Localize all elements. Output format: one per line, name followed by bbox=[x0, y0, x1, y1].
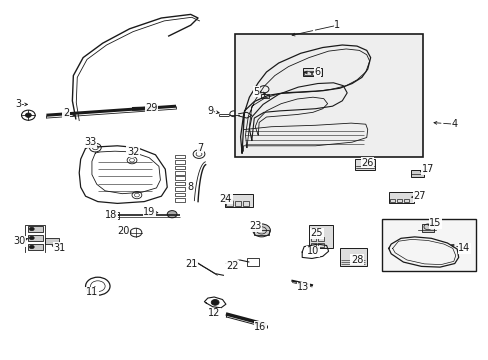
Bar bbox=[175, 187, 184, 191]
Text: 20: 20 bbox=[117, 226, 129, 236]
Bar bbox=[403, 199, 408, 202]
Text: 3: 3 bbox=[16, 99, 21, 109]
Text: 26: 26 bbox=[361, 158, 373, 168]
Bar bbox=[175, 193, 184, 196]
Bar bbox=[175, 171, 184, 175]
Bar bbox=[310, 237, 316, 241]
Bar bbox=[382, 219, 475, 271]
Bar bbox=[254, 230, 268, 235]
Text: 6: 6 bbox=[314, 67, 320, 77]
Bar bbox=[175, 182, 184, 185]
Bar bbox=[308, 225, 332, 248]
Circle shape bbox=[29, 236, 34, 240]
Circle shape bbox=[167, 211, 177, 218]
Text: 4: 4 bbox=[451, 119, 457, 129]
Circle shape bbox=[211, 300, 219, 305]
Text: 10: 10 bbox=[306, 246, 319, 256]
Bar bbox=[260, 94, 269, 98]
Bar bbox=[224, 194, 253, 207]
Bar bbox=[45, 238, 59, 244]
Text: 23: 23 bbox=[248, 221, 261, 231]
Text: 5: 5 bbox=[253, 87, 259, 97]
Bar bbox=[111, 212, 119, 219]
Bar bbox=[28, 244, 43, 250]
Bar bbox=[234, 34, 422, 157]
Text: 29: 29 bbox=[145, 103, 158, 113]
Text: 32: 32 bbox=[126, 147, 139, 157]
Bar bbox=[396, 199, 401, 202]
Bar bbox=[354, 159, 374, 170]
Text: 2: 2 bbox=[63, 108, 69, 118]
Bar bbox=[226, 201, 232, 206]
Text: 17: 17 bbox=[421, 164, 433, 174]
Text: 21: 21 bbox=[185, 258, 198, 269]
Bar bbox=[388, 192, 413, 203]
Text: 19: 19 bbox=[142, 207, 155, 217]
Text: 25: 25 bbox=[310, 228, 323, 238]
Bar bbox=[303, 68, 321, 76]
Text: 28: 28 bbox=[350, 255, 363, 265]
Text: 16: 16 bbox=[253, 322, 266, 332]
Bar bbox=[175, 155, 184, 158]
Bar bbox=[311, 71, 318, 75]
Bar bbox=[317, 237, 323, 241]
Circle shape bbox=[252, 224, 270, 237]
Text: 1: 1 bbox=[334, 20, 340, 30]
Bar bbox=[234, 201, 241, 206]
Bar bbox=[175, 166, 184, 169]
Bar bbox=[410, 170, 424, 177]
Text: 33: 33 bbox=[84, 137, 97, 147]
Text: 22: 22 bbox=[225, 261, 238, 271]
Circle shape bbox=[29, 227, 34, 231]
Text: 9: 9 bbox=[207, 106, 213, 116]
Bar bbox=[243, 201, 249, 206]
Text: 18: 18 bbox=[105, 210, 118, 220]
Text: 15: 15 bbox=[428, 218, 441, 228]
Circle shape bbox=[25, 113, 31, 117]
Bar bbox=[246, 258, 259, 266]
Bar bbox=[310, 243, 316, 247]
Bar bbox=[339, 248, 366, 266]
Text: 14: 14 bbox=[457, 243, 470, 253]
Bar bbox=[304, 71, 310, 75]
Bar bbox=[421, 224, 433, 232]
Text: 27: 27 bbox=[412, 191, 425, 201]
Text: 7: 7 bbox=[197, 143, 203, 153]
Bar bbox=[317, 243, 323, 247]
Bar bbox=[175, 160, 184, 164]
Text: 8: 8 bbox=[187, 182, 193, 192]
Bar bbox=[389, 199, 394, 202]
Text: 30: 30 bbox=[13, 236, 26, 246]
Text: 13: 13 bbox=[296, 282, 309, 292]
Text: 31: 31 bbox=[53, 243, 66, 253]
Circle shape bbox=[29, 245, 34, 249]
Text: 12: 12 bbox=[207, 308, 220, 318]
Text: 24: 24 bbox=[219, 194, 232, 204]
Text: 11: 11 bbox=[85, 287, 98, 297]
Bar bbox=[175, 176, 184, 180]
Bar bbox=[28, 226, 43, 232]
Bar bbox=[28, 235, 43, 241]
Bar bbox=[175, 198, 184, 202]
